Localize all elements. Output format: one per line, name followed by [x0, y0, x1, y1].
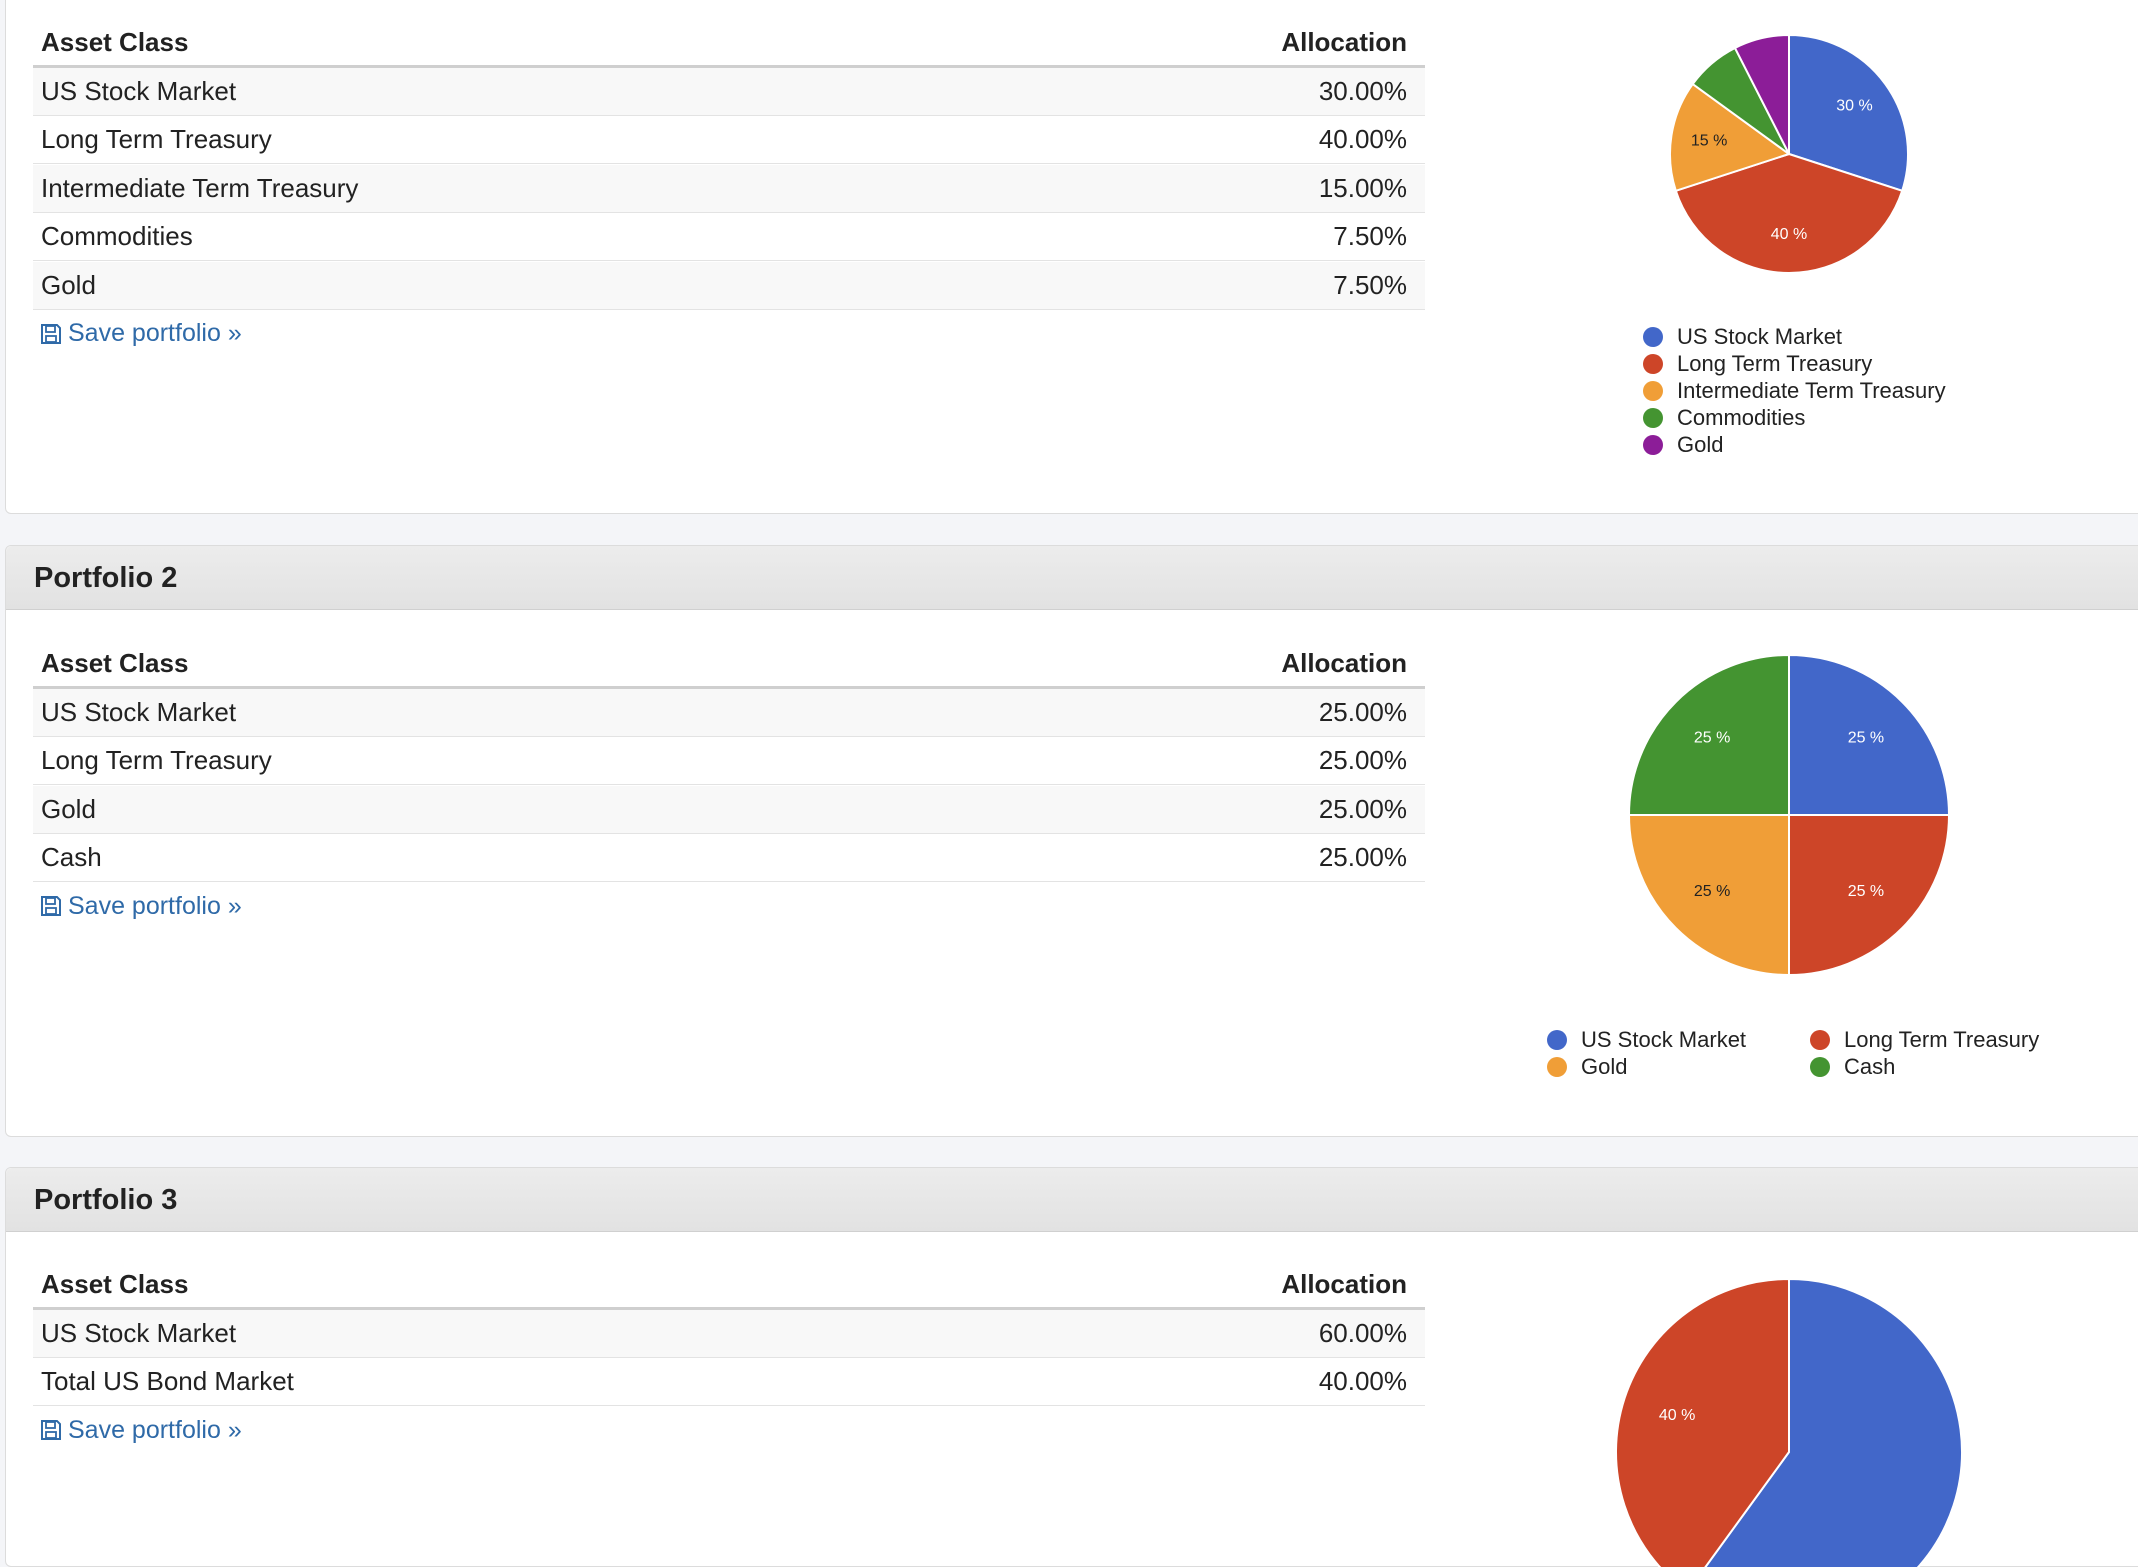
- slice-label: 30 %: [1836, 98, 1872, 115]
- slice-label: 40 %: [1659, 1407, 1695, 1424]
- allocation: 25.00%: [1318, 793, 1407, 824]
- table-row: [33, 68, 1425, 116]
- allocation: 25.00%: [1318, 842, 1407, 873]
- save-link-text[interactable]: Save portfolio »: [68, 319, 242, 347]
- header-cell: Asset Class: [41, 648, 189, 678]
- allocation: 15.00%: [1318, 172, 1407, 203]
- panel-title: Portfolio 2: [34, 562, 178, 594]
- legend-label: US Stock Market: [1677, 324, 1842, 349]
- save-portfolio-link[interactable]: Save portfolio »: [40, 319, 242, 348]
- table-row: [33, 1358, 1425, 1407]
- allocation: 25.00%: [1318, 697, 1407, 727]
- save-link-text[interactable]: Save portfolio »: [68, 891, 242, 920]
- asset-name: Gold: [41, 793, 96, 824]
- legend-swatch: [1643, 408, 1663, 428]
- legend-swatch: [1643, 354, 1663, 374]
- slice-label: 25 %: [1694, 883, 1730, 900]
- asset-name: Commodities: [41, 221, 193, 252]
- allocation: 7.50%: [1333, 269, 1407, 300]
- asset-name: Long Term Treasury: [41, 745, 272, 776]
- header-cell: Allocation: [1281, 648, 1407, 678]
- asset-name: Total US Bond Market: [41, 1366, 294, 1397]
- table-row: [33, 213, 1425, 262]
- pie-slice: [1669, 82, 1792, 193]
- asset-name: US Stock Market: [41, 1318, 237, 1348]
- table-header: [33, 1307, 1425, 1310]
- pie-slice: [1788, 33, 1909, 193]
- save-portfolio-link[interactable]: Save portfolio »: [40, 892, 242, 921]
- asset-name: Intermediate Term Treasury: [41, 172, 359, 203]
- save-link-text[interactable]: Save portfolio »: [68, 1415, 242, 1444]
- legend-label: Commodities: [1677, 405, 1805, 430]
- table-row: [33, 834, 1425, 883]
- table-row: [33, 1310, 1425, 1358]
- save-portfolio-link[interactable]: Save portfolio »: [40, 1416, 242, 1445]
- save-icon: [41, 1420, 61, 1441]
- legend-swatch: [1643, 327, 1663, 347]
- asset-name: Cash: [41, 842, 102, 873]
- legend-label: Long Term Treasury: [1677, 351, 1872, 376]
- header-cell: Allocation: [1281, 1269, 1407, 1299]
- legend-label: Gold: [1581, 1054, 1627, 1079]
- pie-slice: [1788, 653, 1951, 816]
- allocation: 40.00%: [1318, 124, 1407, 155]
- pie-slice: [1788, 814, 1951, 977]
- table-row: [33, 785, 1425, 834]
- panel-header: Portfolio 3: [6, 1168, 2138, 1232]
- header-cell: Allocation: [1281, 27, 1407, 57]
- legend-label: US Stock Market: [1581, 1027, 1746, 1052]
- legend-label: Long Term Treasury: [1844, 1027, 2039, 1052]
- allocation: 40.00%: [1318, 1366, 1407, 1397]
- allocation: 30.00%: [1318, 76, 1407, 106]
- asset-name: Gold: [41, 269, 96, 300]
- save-icon: [41, 896, 61, 917]
- asset-name: US Stock Market: [41, 697, 237, 727]
- table-header: [33, 686, 1425, 689]
- slice-label: 25 %: [1848, 729, 1884, 746]
- table-row: [33, 164, 1425, 213]
- asset-name: Long Term Treasury: [41, 124, 272, 155]
- legend-label: Intermediate Term Treasury: [1677, 378, 1946, 403]
- slice-label: 25 %: [1848, 883, 1884, 900]
- table-row: [33, 689, 1425, 737]
- legend-swatch: [1643, 381, 1663, 401]
- page: {"portfolios": [ {"table": {"headers": […: [5, 0, 2138, 1567]
- table-header: [33, 65, 1425, 68]
- legend-swatch: [1643, 435, 1663, 455]
- allocation: 60.00%: [1318, 1318, 1407, 1348]
- allocation: 25.00%: [1318, 745, 1407, 776]
- legend-label: Gold: [1677, 432, 1723, 457]
- table-row: [33, 737, 1425, 786]
- table-row: [33, 116, 1425, 165]
- asset-name: US Stock Market: [41, 76, 237, 106]
- slice-label: 25 %: [1694, 729, 1730, 746]
- header-cell: Asset Class: [41, 27, 189, 57]
- slice-label: 40 %: [1771, 226, 1807, 243]
- legend-swatch: [1547, 1057, 1567, 1077]
- legend-label: Cash: [1844, 1054, 1895, 1079]
- panel-header: Portfolio 2: [6, 546, 2138, 610]
- pie-slice: [1627, 814, 1790, 977]
- legend-swatch: [1547, 1030, 1567, 1050]
- pie-slice: [1674, 152, 1904, 274]
- legend-swatch: [1810, 1030, 1830, 1050]
- legend-swatch: [1810, 1057, 1830, 1077]
- header-cell: Asset Class: [41, 1269, 189, 1299]
- save-icon: [41, 323, 61, 344]
- allocation: 7.50%: [1333, 221, 1407, 252]
- panel-title: Portfolio 3: [34, 1184, 178, 1216]
- pie-slice: [1733, 33, 1790, 155]
- pie-slice: [1627, 653, 1790, 816]
- slice-label: 15 %: [1691, 133, 1727, 150]
- table-row: [33, 261, 1425, 310]
